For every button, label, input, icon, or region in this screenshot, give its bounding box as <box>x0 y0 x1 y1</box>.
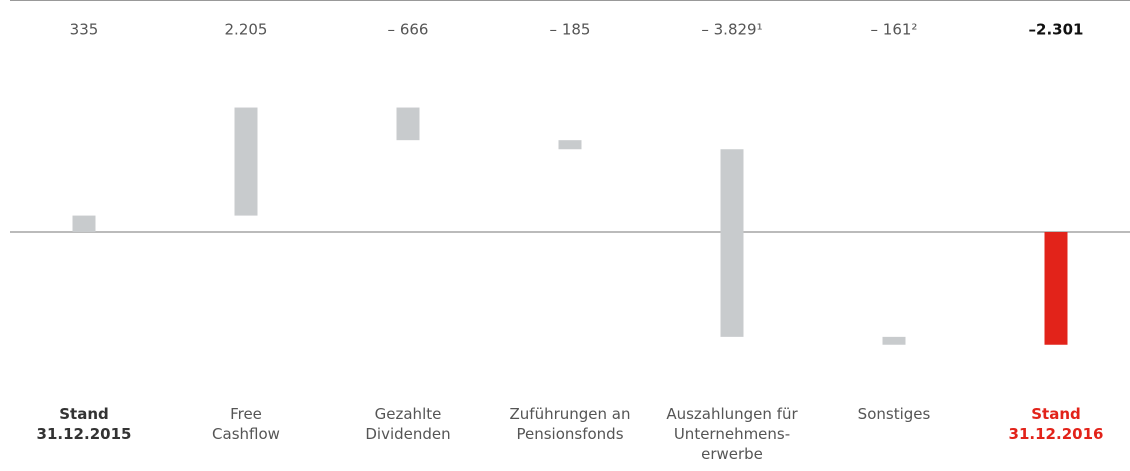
bar <box>720 149 744 337</box>
category-label: Stand 31.12.2015 <box>36 405 132 443</box>
bar <box>1044 232 1068 345</box>
value-label: – 161² <box>871 21 918 39</box>
category-label: Stand 31.12.2016 <box>1008 405 1104 443</box>
category-label: Gezahlte Dividenden <box>365 405 451 443</box>
value-label: 335 <box>70 21 99 39</box>
value-label: – 666 <box>388 21 429 39</box>
category-label: Free Cashflow <box>212 405 280 443</box>
value-label: – 3.829¹ <box>701 21 762 39</box>
value-label: 2.205 <box>225 21 268 39</box>
category-label: Sonstiges <box>857 405 931 423</box>
bar <box>558 140 582 150</box>
category-label: Auszahlungen für Unternehmens- erwerbe <box>666 405 798 463</box>
bar <box>882 336 906 345</box>
bar <box>234 107 258 216</box>
value-label: – 185 <box>550 21 591 39</box>
value-label: –2.301 <box>1029 21 1084 39</box>
bar <box>72 215 96 232</box>
category-label: Zuführungen an Pensionsfonds <box>509 405 631 443</box>
bar <box>396 107 420 141</box>
